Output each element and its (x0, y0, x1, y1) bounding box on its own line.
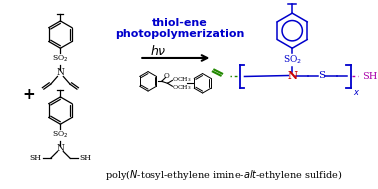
Text: SO$_2$: SO$_2$ (283, 54, 302, 66)
Text: SH: SH (29, 154, 41, 162)
Text: SO$_2$: SO$_2$ (52, 54, 69, 64)
Text: N: N (287, 70, 297, 81)
Text: N: N (56, 144, 64, 153)
Text: $x$: $x$ (353, 88, 360, 97)
Text: +: + (23, 87, 36, 101)
Text: O: O (164, 71, 169, 80)
Text: SO$_2$: SO$_2$ (52, 130, 69, 140)
Text: SH: SH (363, 72, 378, 81)
Text: N: N (56, 68, 64, 77)
Text: thiol-ene: thiol-ene (152, 18, 208, 28)
Text: S: S (318, 71, 325, 80)
Text: OCH$_3$: OCH$_3$ (172, 75, 192, 84)
Text: photopolymerization: photopolymerization (116, 29, 245, 39)
Text: SH: SH (80, 154, 91, 162)
Text: $h\nu$: $h\nu$ (150, 44, 167, 58)
Text: OCH$_3$: OCH$_3$ (172, 83, 192, 92)
Text: poly($\it{N}$-tosyl-ethylene imine-$\it{alt}$-ethylene sulfide): poly($\it{N}$-tosyl-ethylene imine-$\it{… (105, 168, 343, 182)
